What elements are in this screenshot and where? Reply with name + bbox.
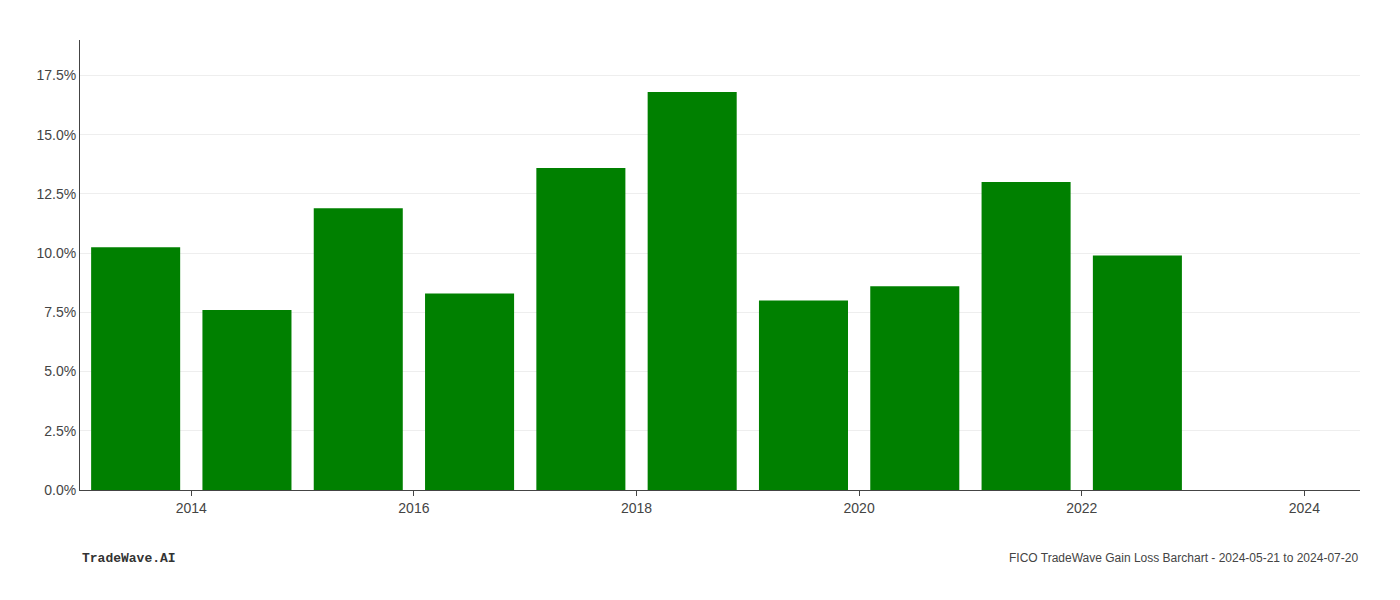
svg-text:12.5%: 12.5% [36,186,76,202]
svg-text:7.5%: 7.5% [44,304,76,320]
svg-text:2016: 2016 [398,500,429,516]
svg-text:2.5%: 2.5% [44,423,76,439]
svg-text:2018: 2018 [621,500,652,516]
svg-text:15.0%: 15.0% [36,127,76,143]
svg-text:10.0%: 10.0% [36,245,76,261]
svg-text:17.5%: 17.5% [36,67,76,83]
svg-text:0.0%: 0.0% [44,482,76,498]
svg-text:2022: 2022 [1066,500,1097,516]
svg-text:2020: 2020 [844,500,875,516]
svg-text:2014: 2014 [176,500,207,516]
svg-text:5.0%: 5.0% [44,363,76,379]
svg-text:TradeWave.AI: TradeWave.AI [82,551,176,566]
svg-text:FICO TradeWave Gain Loss Barch: FICO TradeWave Gain Loss Barchart - 2024… [1009,551,1358,565]
svg-text:2024: 2024 [1289,500,1320,516]
